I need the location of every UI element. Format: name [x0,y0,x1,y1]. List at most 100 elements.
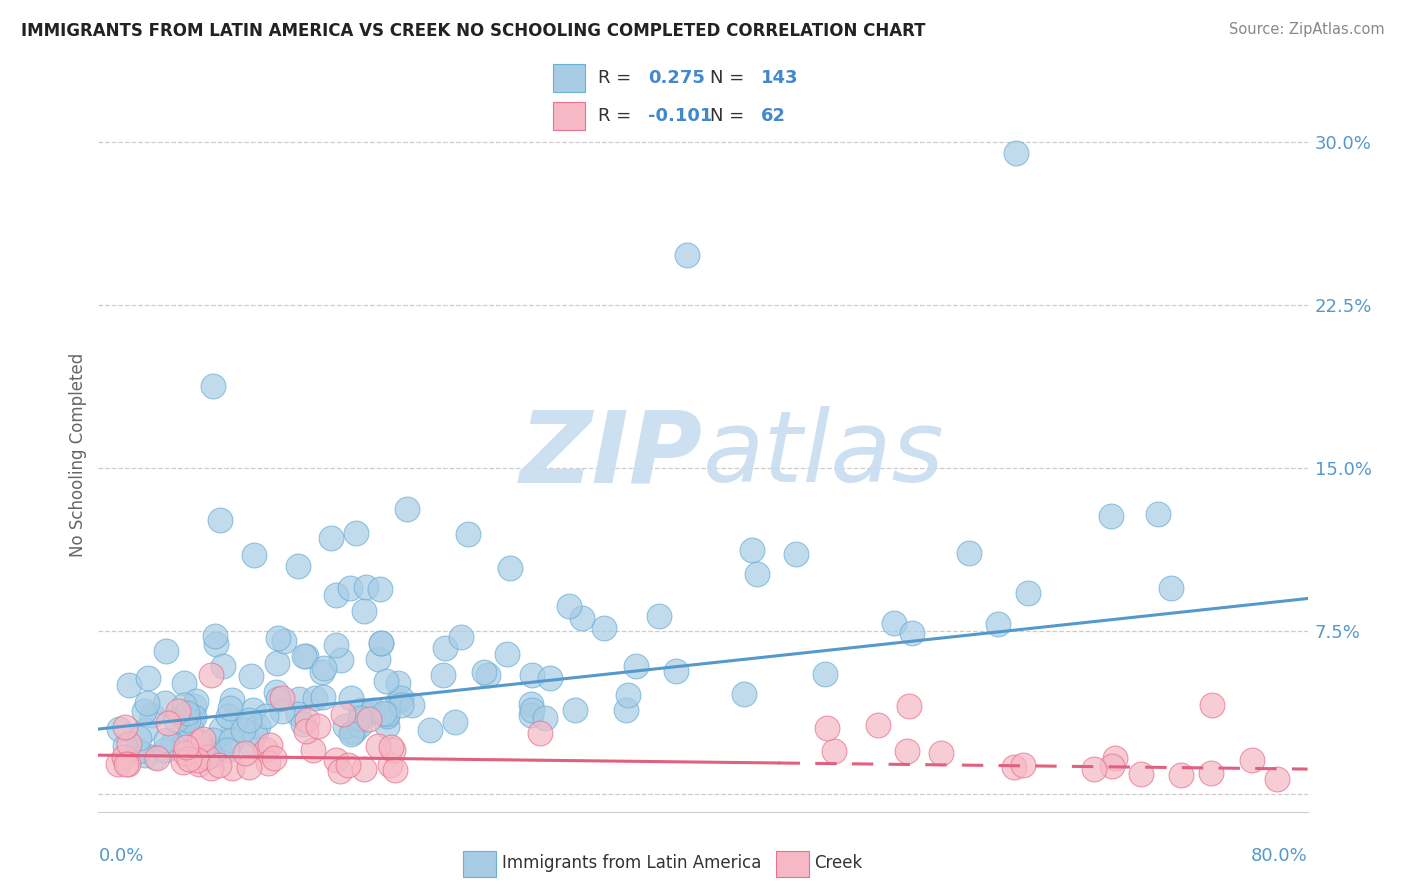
Point [118,737,141,751]
Point [339,727,361,741]
Point [335,719,357,733]
Point [1104,751,1126,765]
Point [134,723,156,737]
Text: Immigrants from Latin America: Immigrants from Latin America [502,854,761,872]
Point [395,501,418,516]
Point [375,709,398,723]
Bar [776,851,808,877]
Point [193,732,215,747]
Point [295,713,318,727]
Point [664,665,686,679]
Point [155,643,177,657]
Point [273,634,295,648]
Point [1129,767,1152,781]
Point [245,727,267,741]
Point [128,731,150,745]
Point [107,756,129,771]
Point [173,698,195,712]
Point [201,379,224,393]
Point [257,756,280,771]
Text: Creek: Creek [814,854,863,872]
Point [520,668,543,682]
Point [626,659,648,673]
Point [217,742,239,756]
Point [380,739,402,754]
Point [307,719,329,733]
Point [219,732,242,747]
Point [538,671,561,685]
Point [304,690,326,705]
Point [181,709,204,723]
Point [232,723,254,737]
Point [340,724,363,739]
Point [329,764,352,778]
Point [520,697,543,711]
Point [389,691,412,706]
Point [401,698,423,713]
Point [353,762,375,776]
Point [172,738,194,752]
Point [117,756,139,771]
Point [295,724,318,739]
Point [564,703,586,717]
Point [814,667,837,681]
Point [866,718,889,732]
Point [387,676,409,690]
Point [292,649,315,664]
Point [474,665,496,679]
Point [172,756,194,770]
Point [183,710,205,724]
Point [534,711,557,725]
Point [311,690,333,705]
Point [264,685,287,699]
Point [1241,753,1264,767]
Point [433,640,456,655]
Point [350,702,373,716]
Point [254,743,277,757]
Point [986,617,1008,632]
Point [375,673,398,688]
Point [233,747,256,761]
Point [114,739,136,753]
Point [747,567,769,582]
Point [1101,759,1123,773]
Point [212,659,235,673]
Point [593,621,616,635]
Point [155,743,177,757]
Point [135,696,157,710]
Point [188,756,211,771]
Text: Source: ZipAtlas.com: Source: ZipAtlas.com [1229,22,1385,37]
Point [1170,768,1192,782]
Point [312,660,335,674]
Point [263,751,285,765]
Text: 0.0%: 0.0% [98,847,143,865]
Point [520,708,543,723]
Point [254,709,277,723]
Point [267,692,290,706]
Text: 143: 143 [761,70,799,87]
Point [378,757,401,772]
Point [616,688,638,702]
Point [325,588,347,602]
Point [115,757,138,772]
Point [204,629,226,643]
Point [382,742,405,756]
Point [217,709,239,723]
Point [1265,772,1288,787]
Point [167,704,190,718]
Point [209,513,232,527]
Text: IMMIGRANTS FROM LATIN AMERICA VS CREEK NO SCHOOLING COMPLETED CORRELATION CHART: IMMIGRANTS FROM LATIN AMERICA VS CREEK N… [21,22,925,40]
Point [259,738,281,752]
Point [648,608,671,623]
Point [741,543,763,558]
Point [325,638,347,652]
Point [359,713,381,727]
Point [201,748,224,763]
Bar [463,851,496,877]
Point [118,678,141,692]
Point [373,706,395,720]
Point [389,698,412,712]
Point [186,753,208,767]
Point [238,713,260,727]
Bar [553,64,585,92]
